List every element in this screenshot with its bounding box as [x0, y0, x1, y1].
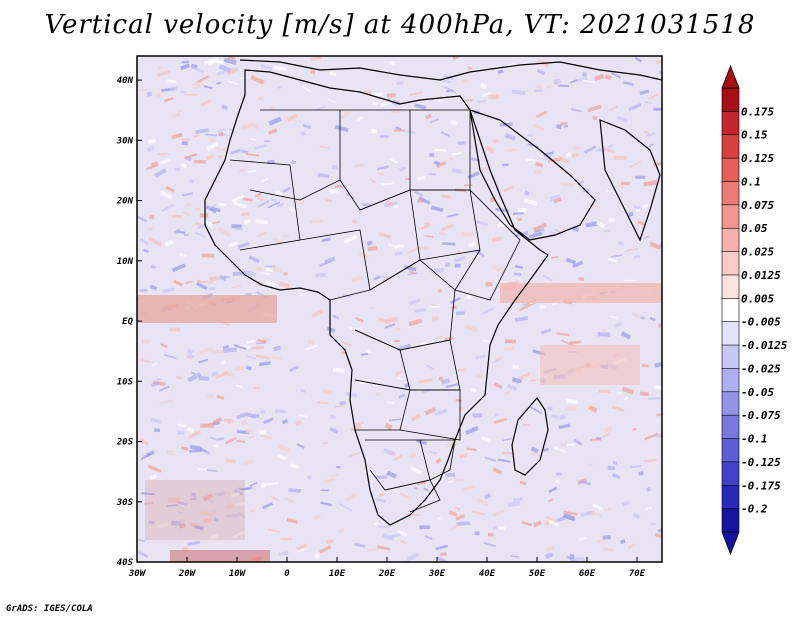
lat-tick-label: 20N [116, 197, 134, 207]
colorbar-segment [721, 298, 740, 323]
colorbar-segment [721, 391, 740, 416]
colorbar-segment [721, 204, 740, 229]
lon-tick-label: 60E [579, 569, 596, 579]
colorbar-label: -0.005 [741, 316, 781, 329]
colorbar-segment [721, 368, 740, 393]
colorbar-segment [721, 438, 740, 463]
lat-tick-label: 40S [117, 558, 134, 568]
lat-tick-label: EQ [122, 317, 133, 327]
colorbar-label: 0.025 [741, 246, 774, 259]
colorbar-segment [721, 484, 740, 510]
country-borders [229, 109, 521, 513]
colorbar-label: -0.2 [741, 503, 768, 516]
colorbar-segment [721, 157, 740, 183]
colorbar-label: -0.075 [741, 409, 781, 422]
colorbar-segment [721, 414, 740, 440]
lon-tick-label: 40E [479, 569, 496, 579]
colorbar-segment [721, 134, 740, 159]
colorbar-label: 0.05 [741, 222, 768, 235]
colorbar-label: 0.125 [741, 152, 774, 165]
colorbar-segment [721, 251, 740, 276]
lon-tick-label: 10W [229, 569, 247, 579]
lon-tick-label: 50E [529, 569, 546, 579]
colorbar-bottom-arrow [721, 531, 740, 556]
colorbar-segment [721, 508, 740, 533]
colorbar-label: 0.0125 [741, 269, 781, 282]
lat-tick-label: 30N [116, 136, 134, 146]
lon-tick-label: 20E [378, 569, 396, 579]
lon-tick-label: 10E [329, 569, 346, 579]
colorbar-label: -0.175 [741, 479, 781, 492]
colorbar-segment [721, 321, 740, 346]
colorbar-segment [721, 344, 740, 370]
colorbar-label: -0.125 [741, 456, 781, 469]
colorbar-segment [721, 227, 740, 253]
colorbar-label: 0.1 [741, 176, 761, 189]
colorbar-top-arrow [721, 64, 740, 89]
velocity-field [137, 56, 662, 562]
colorbar-label: 0.175 [741, 105, 774, 118]
colorbar-label: 0.005 [741, 292, 774, 305]
lon-tick-label: 0 [284, 569, 290, 579]
lat-tick-label: 20S [116, 438, 134, 448]
colorbar-label: 0.075 [741, 199, 774, 212]
lat-tick-label: 10N [117, 257, 134, 267]
colorbar-segment [721, 181, 740, 206]
lat-tick-label: 10S [117, 377, 134, 387]
colorbar-segment [721, 274, 740, 299]
lon-tick-label: 30E [428, 569, 446, 579]
footer-credit: GrADS: IGES/COLA [6, 604, 93, 614]
longitude-axis: 30W 20W 10W 0 10E 20E 30E 40E 50E 60E 70E [128, 557, 646, 579]
colorbar-label: -0.1 [741, 433, 768, 446]
coastlines [204, 59, 662, 526]
colorbar-segment [721, 461, 740, 486]
map-frame [136, 55, 663, 563]
lat-tick-label: 30S [116, 498, 134, 508]
lon-tick-label: 20W [178, 569, 197, 579]
lon-tick-label: 70E [629, 569, 646, 579]
lon-tick-label: 30W [128, 569, 147, 579]
colorbar: 0.175 0.15 0.125 0.1 0.075 0.05 0.025 0.0125 0.0… [721, 64, 788, 556]
colorbar-segment [721, 111, 740, 136]
colorbar-label: -0.05 [741, 386, 774, 399]
latitude-axis: 40N 30N 20N 10N EQ 10S 20S 30S 40S [116, 76, 142, 568]
colorbar-label: -0.0125 [741, 339, 788, 352]
colorbar-label: 0.15 [741, 129, 768, 142]
lat-tick-label: 40N [117, 76, 134, 86]
colorbar-segment [721, 87, 740, 112]
map-title: Vertical velocity [m/s] at 400hPa, VT: 2… [44, 10, 756, 40]
colorbar-label: -0.025 [741, 362, 781, 375]
